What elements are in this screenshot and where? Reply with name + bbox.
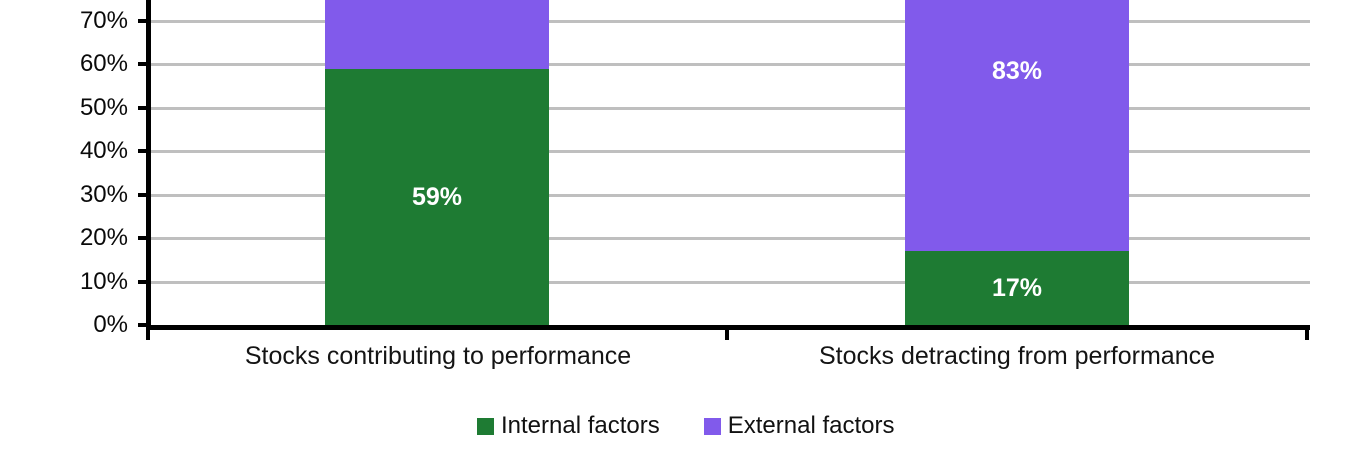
y-axis-tick xyxy=(138,193,151,197)
y-gridline xyxy=(151,237,1310,240)
y-axis-tick-label: 20% xyxy=(79,224,128,251)
legend-label: External factors xyxy=(727,412,895,439)
bar-segment-internal-factors xyxy=(325,68,549,325)
x-axis-tick xyxy=(146,326,150,340)
y-axis-tick xyxy=(138,62,151,66)
bar-value-label: 59% xyxy=(411,183,463,211)
bar-segment-external-factors xyxy=(325,0,549,69)
bar-segment-internal-factors xyxy=(905,251,1129,325)
y-axis-tick-label: 0% xyxy=(93,311,128,338)
y-axis-tick-label: 40% xyxy=(79,137,128,164)
y-axis-tick-label: 30% xyxy=(79,181,128,208)
y-axis-tick-label: 60% xyxy=(79,50,128,77)
bar-value-label: 83% xyxy=(991,57,1043,85)
y-axis-tick xyxy=(138,106,151,110)
chart-legend: Internal factors External factors xyxy=(477,414,894,438)
y-axis-tick-label: 50% xyxy=(79,94,128,121)
legend-label: Internal factors xyxy=(501,412,660,439)
y-axis-tick-label: 70% xyxy=(79,7,128,34)
y-axis-tick-label: 10% xyxy=(79,268,128,295)
y-gridline xyxy=(151,63,1310,66)
x-axis-tick xyxy=(725,326,729,340)
y-gridline xyxy=(151,107,1310,110)
legend-item: External factors xyxy=(703,412,895,439)
y-axis-tick xyxy=(138,280,151,284)
y-gridline xyxy=(151,281,1310,284)
y-axis-tick xyxy=(138,323,151,327)
y-axis-tick xyxy=(138,19,151,23)
legend-color-swatch xyxy=(703,417,721,435)
y-gridline xyxy=(151,20,1310,23)
legend-item: Internal factors xyxy=(477,414,660,438)
legend-color-swatch xyxy=(477,417,494,435)
x-category-label: Stocks contributing to performance xyxy=(244,342,632,370)
y-axis-tick xyxy=(138,236,151,240)
x-category-label: Stocks detracting from performance xyxy=(819,342,1215,370)
y-axis-tick xyxy=(138,149,151,153)
bar-value-label: 17% xyxy=(991,274,1043,302)
bar-segment-external-factors xyxy=(905,0,1129,252)
y-gridline xyxy=(151,194,1310,197)
y-gridline xyxy=(151,150,1310,153)
y-axis-line xyxy=(146,0,151,330)
x-axis-tick xyxy=(1305,326,1309,340)
